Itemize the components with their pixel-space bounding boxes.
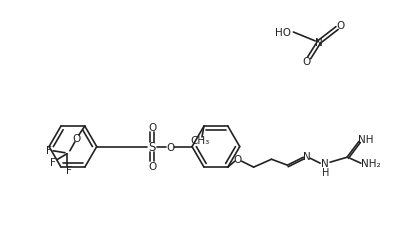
Text: O: O xyxy=(166,142,174,152)
Text: N: N xyxy=(304,152,311,162)
Text: F: F xyxy=(66,165,72,175)
Text: O: O xyxy=(234,155,242,164)
Text: S: S xyxy=(149,140,156,153)
Text: O: O xyxy=(302,56,310,66)
Text: O: O xyxy=(73,133,81,143)
Text: O: O xyxy=(148,122,156,132)
Text: F: F xyxy=(46,145,52,155)
Text: F: F xyxy=(50,157,56,167)
Text: NH₂: NH₂ xyxy=(361,158,381,169)
Text: O: O xyxy=(336,21,344,31)
Text: CH₃: CH₃ xyxy=(190,135,210,145)
Text: NH: NH xyxy=(358,135,374,145)
Text: HO: HO xyxy=(275,28,292,38)
Text: N: N xyxy=(321,158,329,169)
Text: H: H xyxy=(322,167,330,177)
Text: O: O xyxy=(148,162,156,172)
Text: N: N xyxy=(315,38,323,48)
